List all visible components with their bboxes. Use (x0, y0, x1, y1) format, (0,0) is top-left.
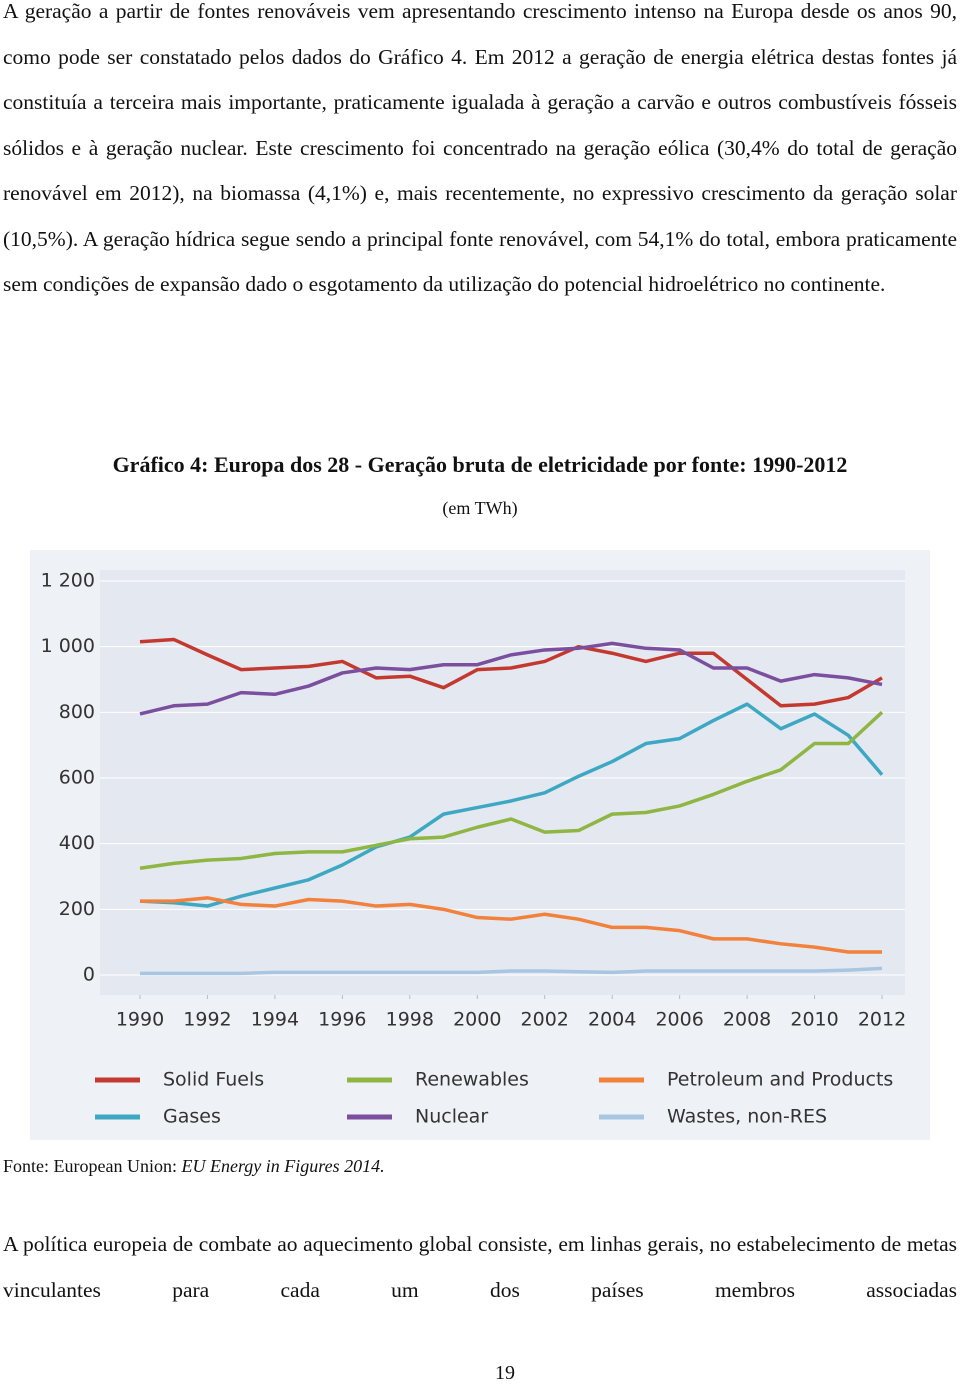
legend-label: Solid Fuels (163, 1069, 264, 1091)
y-tick-label: 800 (59, 701, 95, 723)
legend-label: Gases (163, 1106, 221, 1128)
legend-label: Nuclear (415, 1106, 488, 1128)
x-tick-label: 1998 (386, 1009, 434, 1031)
figure-title: Gráfico 4: Europa dos 28 - Geração bruta… (112, 452, 848, 477)
y-tick-label: 0 (83, 964, 95, 986)
source-title: EU Energy in Figures 2014. (181, 1156, 385, 1176)
page-number: 19 (495, 1362, 515, 1384)
figure-subtitle: (em TWh) (442, 498, 518, 518)
x-tick-label: 2004 (588, 1009, 636, 1031)
y-tick-label: 1 000 (41, 635, 95, 657)
series-line (139, 641, 883, 716)
y-tick-label: 200 (59, 898, 95, 920)
figure-source: Fonte: European Union: EU Energy in Figu… (3, 1156, 385, 1177)
series-line (140, 966, 883, 976)
x-tick-label: 2002 (521, 1009, 569, 1031)
series-line (139, 702, 884, 908)
x-tick-label: 1994 (251, 1009, 299, 1031)
series-line (140, 896, 882, 954)
legend-label: Renewables (415, 1069, 529, 1091)
x-tick-label: 1990 (116, 1009, 164, 1031)
y-tick-label: 1 200 (41, 570, 95, 592)
x-tick-label: 2010 (790, 1009, 838, 1031)
x-tick-label: 2008 (723, 1009, 771, 1031)
x-tick-label: 2012 (858, 1009, 906, 1031)
y-tick-label: 400 (59, 832, 95, 854)
paragraph: A geração a partir de fontes renováveis … (3, 0, 957, 296)
y-tick-label: 600 (59, 767, 95, 789)
plot-area (100, 570, 905, 995)
source-prefix: Fonte: European Union: (3, 1156, 182, 1176)
series-line (139, 637, 883, 708)
series-line (139, 711, 884, 871)
x-tick-label: 2006 (655, 1009, 703, 1031)
chart: 0 200 400 600 800 1 000 1 200 1990 1992 1994 1996 1… (30, 550, 930, 1140)
x-tick-label: 1992 (183, 1009, 231, 1031)
paragraph: A política europeia de combate ao aqueci… (3, 1232, 957, 1302)
x-tick-label: 1996 (318, 1009, 366, 1031)
legend-label: Petroleum and Products (667, 1069, 893, 1091)
legend-label: Wastes, non-RES (667, 1106, 827, 1128)
x-tick-label: 2000 (453, 1009, 501, 1031)
